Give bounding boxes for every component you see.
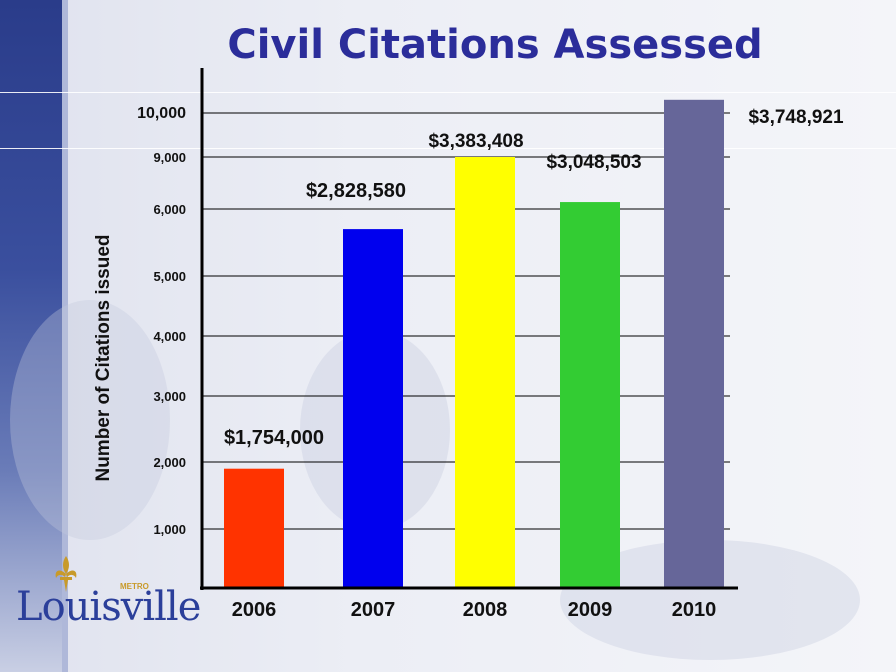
logo-metro-tag: METRO	[120, 582, 149, 591]
louisville-logo: METRO Louisville	[16, 556, 201, 636]
x-tick-label: 2007	[351, 599, 396, 621]
y-tick-label: 3,000	[153, 389, 186, 404]
data-label: $3,748,921	[748, 107, 844, 128]
x-tick-label: 2009	[568, 599, 613, 621]
y-tick-label: 1,000	[153, 522, 186, 537]
y-tick-label: 5,000	[153, 269, 186, 284]
data-label: $3,048,503	[546, 152, 641, 173]
bar-2010	[664, 99, 724, 589]
y-tick-label: 4,000	[153, 329, 186, 344]
bar-2009	[560, 202, 620, 589]
bar-2008	[455, 157, 515, 588]
y-tick-label: 9,000	[153, 150, 186, 165]
logo-wordmark: Louisville	[16, 584, 201, 630]
y-tick-label: 6,000	[153, 202, 186, 217]
bar-2006	[224, 468, 284, 588]
left-decor-stripe	[62, 0, 68, 672]
data-label: $3,383,408	[428, 131, 523, 152]
fleur-de-lis-icon	[55, 556, 77, 592]
data-label: $1,754,000	[224, 427, 324, 449]
data-label: $2,828,580	[306, 180, 406, 202]
x-tick-label: 2006	[232, 599, 277, 621]
bar-2007	[343, 229, 403, 588]
left-decor-band	[0, 0, 62, 672]
background-line	[0, 92, 896, 93]
chart-title: Civil Citations Assessed	[227, 22, 763, 68]
y-tick-label: 10,000	[137, 105, 186, 122]
x-tick-label: 2008	[463, 599, 508, 621]
x-tick-label: 2010	[672, 599, 717, 621]
watermark-shape	[10, 300, 170, 540]
y-tick-label: 2,000	[153, 455, 186, 470]
background-line	[0, 148, 896, 149]
